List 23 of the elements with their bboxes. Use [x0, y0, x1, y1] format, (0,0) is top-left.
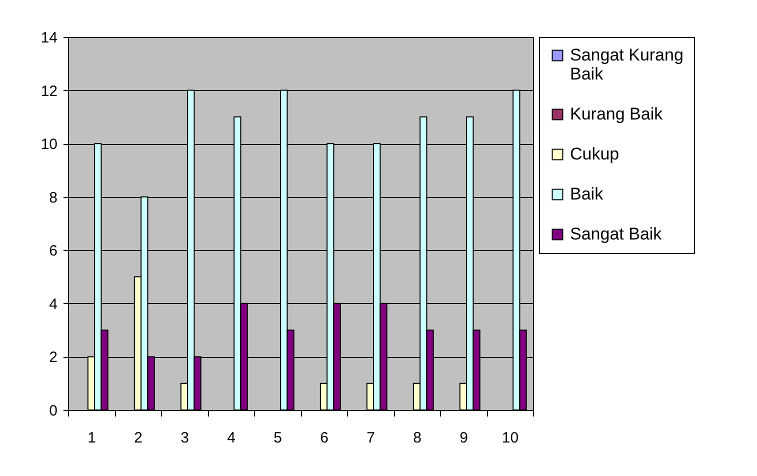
x-tick-label: 10 [502, 430, 519, 446]
y-tick-label: 8 [49, 189, 58, 206]
x-tick-label: 1 [88, 430, 96, 446]
y-tick-label: 14 [40, 30, 58, 46]
x-tick-label: 7 [366, 430, 375, 446]
legend-label: Sangat Baik [570, 224, 662, 244]
y-tick-label: 0 [49, 402, 58, 420]
y-tick-label: 4 [49, 296, 58, 313]
y-tick-label: 12 [40, 82, 58, 100]
legend-label: Cukup [570, 144, 620, 164]
legend-label: Baik [570, 184, 604, 204]
x-tick-label: 8 [413, 430, 422, 446]
y-tick-label: 6 [49, 242, 58, 260]
x-tick-label: 9 [460, 430, 468, 446]
x-tick-label: 6 [320, 430, 328, 446]
y-tick-label: 2 [49, 349, 58, 366]
x-tick-label: 4 [227, 430, 236, 446]
x-tick-label: 2 [134, 430, 142, 446]
x-tick-label: 3 [180, 430, 189, 446]
x-tick-label: 5 [274, 430, 282, 446]
legend-label: Sangat Kurang Baik [570, 46, 684, 84]
legend-label: Kurang Baik [570, 104, 664, 124]
y-tick-label: 10 [40, 136, 58, 154]
